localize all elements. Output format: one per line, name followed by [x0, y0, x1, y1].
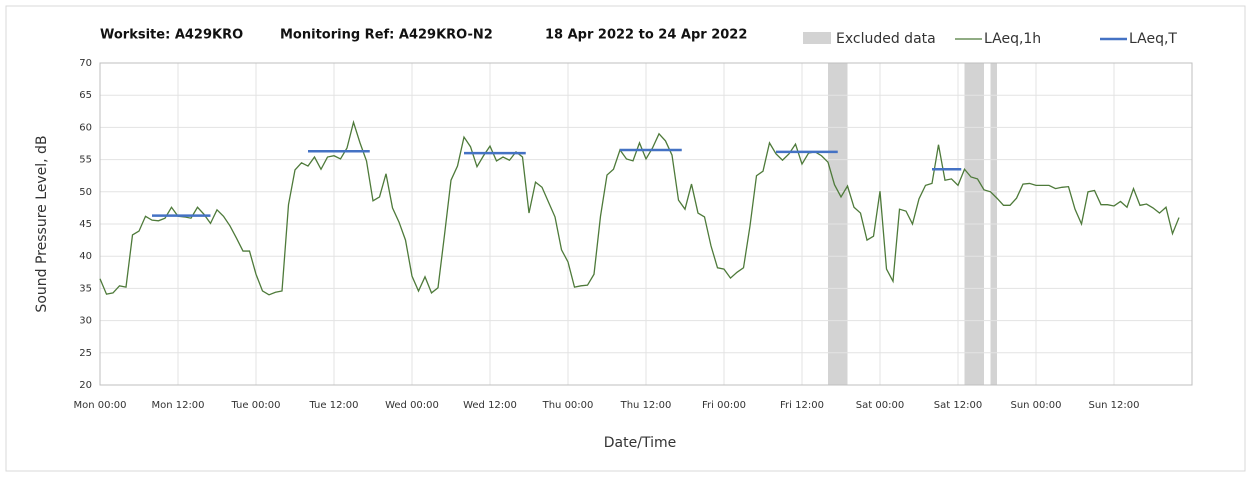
x-tick-label: Tue 00:00: [230, 400, 280, 411]
legend-swatch: [803, 32, 831, 44]
y-tick-label: 35: [79, 283, 92, 294]
x-tick-label: Wed 12:00: [463, 400, 517, 411]
y-axis-label: Sound Pressure Level, dB: [34, 135, 50, 312]
x-tick-label: Wed 00:00: [385, 400, 439, 411]
line-series: [99, 119, 1180, 296]
plot-border: [99, 62, 1193, 386]
x-tick-label: Fri 12:00: [780, 400, 824, 411]
y-tick-label: 55: [79, 155, 92, 166]
x-tick-label: Tue 12:00: [308, 400, 358, 411]
y-tick-label: 45: [79, 219, 92, 230]
x-tick-label: Sat 00:00: [856, 400, 904, 411]
y-tick-label: 40: [79, 251, 92, 262]
y-tick-label: 70: [79, 58, 92, 69]
legend-label: Excluded data: [836, 31, 936, 47]
x-tick-label: Sat 12:00: [934, 400, 982, 411]
x-tick-label: Thu 00:00: [542, 400, 594, 411]
chart-frame: [5, 5, 1246, 472]
legend-label: LAeq,1h: [984, 31, 1041, 47]
y-tick-label: 30: [79, 316, 92, 327]
y-tick-label: 60: [79, 122, 92, 133]
x-tick-label: Sun 12:00: [1088, 400, 1139, 411]
legend-label: LAeq,T: [1129, 31, 1177, 47]
y-tick-label: 20: [79, 380, 92, 391]
y-tick-label: 65: [79, 90, 92, 101]
x-tick-label: Mon 12:00: [151, 400, 204, 411]
x-tick-label: Fri 00:00: [702, 400, 746, 411]
x-tick-label: Thu 12:00: [620, 400, 672, 411]
chart-title: 18 Apr 2022 to 24 Apr 2022: [545, 28, 747, 43]
x-axis-label: Date/Time: [604, 435, 676, 451]
x-tick-label: Sun 00:00: [1010, 400, 1061, 411]
y-tick-label: 25: [79, 348, 92, 359]
chart-title: Monitoring Ref: A429KRO-N2: [280, 28, 493, 43]
chart-title: Worksite: A429KRO: [100, 28, 243, 43]
y-tick-label: 50: [79, 187, 92, 198]
x-tick-label: Mon 00:00: [73, 400, 126, 411]
